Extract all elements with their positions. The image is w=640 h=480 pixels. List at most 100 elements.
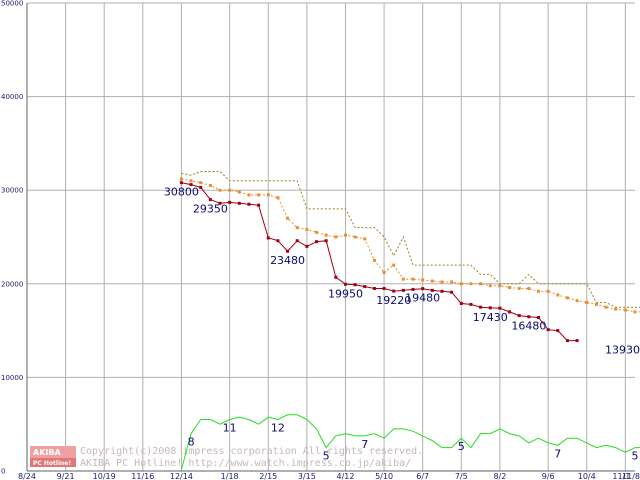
shop-count-label: 7 [361,438,368,451]
x-tick-label: 9/21 [57,472,75,480]
average-price-point [295,226,299,230]
shop-count-label: 8 [188,436,195,449]
x-tick-label: 8/2 [493,472,506,480]
x-tick-label: 7/5 [455,472,468,480]
average-price-point [565,296,569,300]
average-price-point [343,233,347,237]
min-price-point [536,315,540,319]
average-price-point [189,179,193,183]
min-price-point [266,236,270,240]
average-price-point [334,235,338,239]
min-price-label: 13930 [605,344,640,357]
x-tick-label: 9/6 [542,472,555,480]
min-price-point [430,288,434,292]
average-price-point [257,193,261,197]
y-tick-label: 0 [1,468,5,476]
min-price-point [305,244,309,248]
min-price-point [228,200,232,204]
min-price-point [189,183,193,187]
min-price-point [315,240,319,244]
min-price-point [353,283,357,287]
min-price-point [286,249,290,253]
min-price-point [208,198,212,202]
min-price-point [556,329,560,333]
average-price-point [459,282,463,286]
min-price-point [237,201,241,205]
average-price-point [536,289,540,293]
logo-text-top: AKIBA [33,448,61,457]
min-price-point [479,305,483,309]
min-price-point [565,339,569,343]
x-tick-label: 4/12 [336,472,354,480]
shop-count-label: 11 [223,422,237,435]
average-price-point [382,271,386,275]
url-text: AKIBA PC Hotline! http://www.watch.impre… [80,458,411,469]
min-price-point [363,285,367,289]
average-price-point [633,310,637,314]
shop-count-line [180,414,640,470]
average-price-point [430,279,434,283]
average-price-point [199,181,203,185]
min-price-point [343,282,347,286]
average-price-point [228,188,232,192]
average-price-point [450,280,454,284]
average-price-point [208,184,212,188]
average-price-point [488,284,492,288]
shop-count-label: 5 [323,450,330,463]
min-price-label: 30800 [164,186,199,199]
y-tick-label: 50000 [1,0,23,8]
logo-text-bottom: PC Hotline! [33,460,71,467]
average-price-point [623,308,627,312]
min-price-line [181,182,578,342]
average-price-point [508,286,512,290]
x-tick-label: 5/10 [375,472,393,480]
average-price-point [266,193,270,197]
min-price-label: 29350 [193,203,228,216]
average-price-point [276,196,280,200]
series-layer [179,171,640,470]
average-price-point [237,190,241,194]
x-tick-label: 10/19 [93,472,116,480]
average-price-point [363,237,367,241]
min-price-label: 19480 [405,292,440,305]
average-price-point [546,289,550,293]
average-price-point [421,278,425,282]
x-tick-label: 12/14 [170,472,193,480]
min-price-point [517,314,521,318]
average-price-point [353,235,357,239]
average-price-point [315,230,319,234]
copyright-text: Copyright(c)2008 impress corporation All… [80,446,423,457]
x-tick-label: 10/4 [578,472,596,480]
average-price-point [556,293,560,297]
grid [27,2,635,472]
min-price-label: 17430 [473,311,508,324]
min-price-point [450,290,454,294]
average-price-point [498,284,502,288]
average-price-point [179,177,183,181]
min-price-point [295,239,299,243]
min-price-label: 23480 [270,254,305,267]
x-tick-label: 1/18 [221,472,239,480]
y-tick-label: 30000 [1,187,23,195]
y-tick-label: 40000 [1,93,23,101]
min-price-point [257,203,261,207]
max-price-line [181,171,640,308]
min-price-point [218,201,222,205]
average-price-point [372,258,376,262]
min-price-label: 19950 [328,287,363,300]
average-price-point [440,280,444,284]
average-price-point [527,286,531,290]
min-price-point [440,289,444,293]
min-price-point [372,286,376,290]
average-price-point [479,282,483,286]
x-tick-label: 11/8 [622,472,640,480]
shop-count-label: 12 [271,422,285,435]
x-tick-label: 11/1 [612,472,630,480]
min-price-point [334,275,338,279]
y-axis: 0 10000 20000 30000 40000 50000 [1,0,23,476]
x-tick-label: 6/7 [416,472,429,480]
watermark: AKIBA PC Hotline! Copyright(c)2008 impre… [30,446,423,469]
average-price-point [218,188,222,192]
min-price-point [498,306,502,310]
